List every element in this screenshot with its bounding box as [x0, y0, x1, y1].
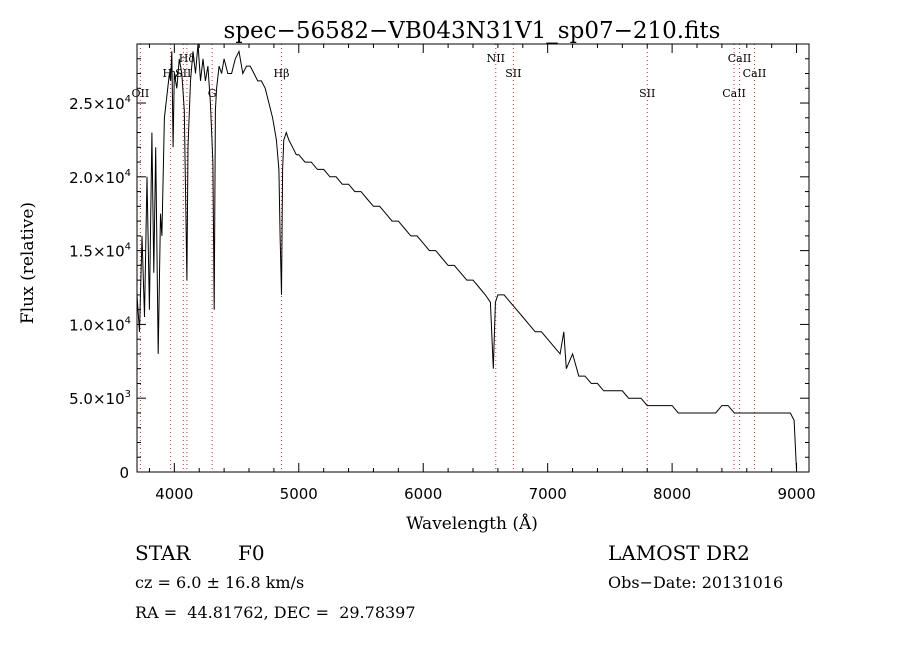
observation-date: Obs−Date: 20131016 [608, 573, 784, 592]
line-label-5: Hβ [274, 67, 290, 80]
y-tick-label-exponent: 4 [125, 315, 131, 326]
line-label-3: SII [175, 67, 191, 80]
y-tick-label-2: 1.0×104 [69, 315, 131, 334]
redshift-cz: cz = 6.0 ± 16.8 km/s [135, 573, 305, 592]
line-label-6: NII [487, 52, 505, 65]
y-tick-label-exponent: 4 [125, 168, 131, 179]
line-label-9: CaII [722, 87, 746, 100]
x-tick-label-4: 8000 [653, 485, 691, 503]
line-label-4: G [208, 87, 217, 100]
spectrum-line-0 [136, 43, 798, 473]
y-tick-label-3: 1.5×104 [69, 242, 131, 261]
spectral-subclass: F0 [238, 541, 265, 565]
y-tick-label-exponent: 3 [125, 389, 131, 400]
ra-dec-coordinates: RA = 44.81762, DEC = 29.78397 [135, 603, 416, 622]
line-label-2: Hδ [179, 52, 196, 65]
x-tick-label-3: 7000 [529, 485, 567, 503]
x-tick-label-1: 5000 [280, 485, 318, 503]
x-axis-label: Wavelength (Å) [406, 513, 538, 534]
y-tick-label-base: 5.0×10 [69, 390, 125, 408]
line-label-8: SII [639, 87, 655, 100]
plot-frame [136, 43, 810, 473]
y-tick-label-exponent: 4 [125, 94, 131, 105]
line-label-7: SII [505, 67, 521, 80]
y-tick-label-base: 2.0×10 [69, 169, 125, 187]
y-tick-label-1: 5.0×103 [69, 389, 131, 408]
line-label-0: OII [132, 87, 150, 100]
y-tick-label-5: 2.5×104 [69, 94, 131, 113]
y-tick-label-base: 2.5×10 [69, 95, 125, 113]
x-tick-label-5: 9000 [777, 485, 815, 503]
spectrum-series [136, 43, 798, 473]
y-tick-label-4: 2.0×104 [69, 168, 131, 187]
chart-title: spec−56582−VB043N31V1_sp07−210.fits [224, 18, 721, 44]
line-label-11: CaII [743, 67, 767, 80]
y-tick-label-0: 0 [119, 464, 129, 482]
y-tick-label-exponent: 4 [125, 242, 131, 253]
line-label-10: CaII [728, 52, 752, 65]
object-class: STAR [135, 541, 191, 565]
plot-border [136, 43, 810, 473]
y-tick-label-base: 1.5×10 [69, 243, 125, 261]
y-tick-label-base: 0 [119, 464, 129, 482]
x-tick-label-2: 6000 [404, 485, 442, 503]
y-tick-label-base: 1.0×10 [69, 316, 125, 334]
x-tick-label-0: 4000 [155, 485, 193, 503]
survey-name: LAMOST DR2 [608, 541, 750, 565]
x-axis: 4000 5000 6000 7000 8000 9000 [148, 44, 816, 503]
y-axis-label: Flux (relative) [18, 202, 38, 324]
